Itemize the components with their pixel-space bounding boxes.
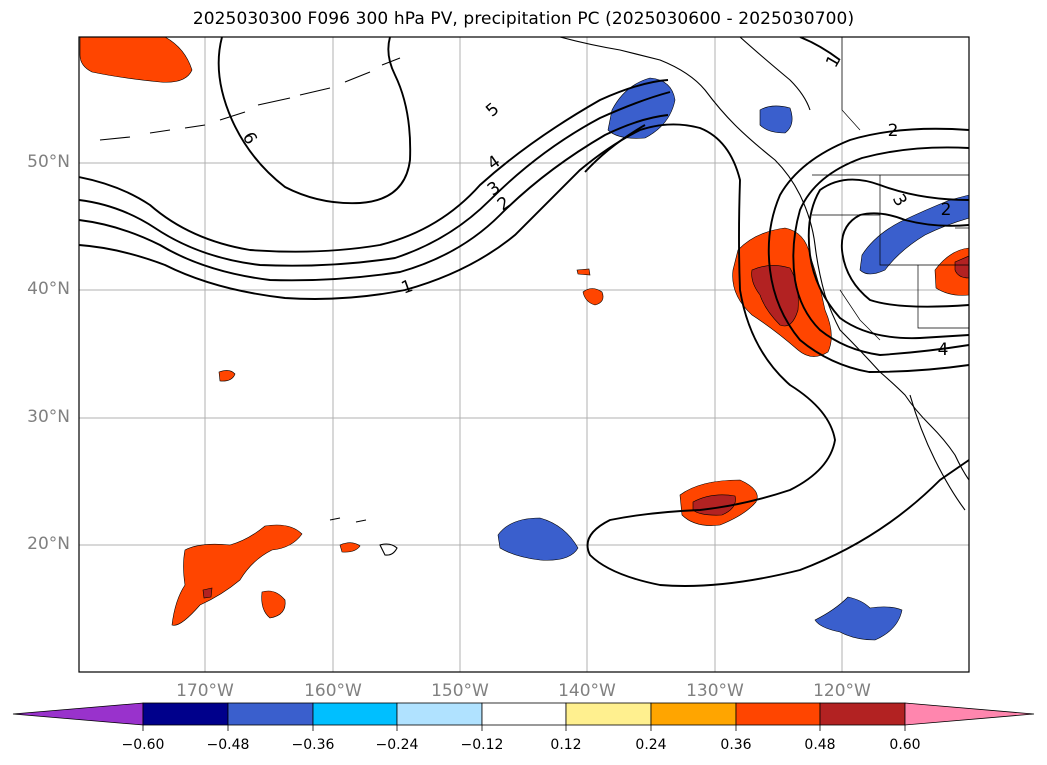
colorbar-tick-label: 0.60: [889, 737, 921, 753]
contour-wc-a: [767, 127, 969, 373]
colorbar-tick-label: −0.48: [206, 737, 250, 753]
contour-label: 3: [888, 191, 911, 210]
map-frame: [78, 36, 970, 673]
precip-negative-areas: [497, 77, 969, 641]
precip-blob-small-3: [218, 370, 236, 382]
contour-3: [79, 114, 669, 282]
precip-neg-subtropic: [497, 517, 579, 561]
precip-blob-small-2: [339, 542, 361, 553]
contour-label: 4: [938, 340, 949, 360]
precip-blob-small-5: [576, 268, 591, 276]
contour-label: 2: [941, 200, 952, 220]
colorbar-tick-label: −0.60: [121, 737, 165, 753]
lon-label: 140°W: [558, 681, 616, 701]
contour-label: 2: [888, 121, 899, 141]
contour-wc-e: [799, 37, 841, 61]
colorbar-tick-label: 0.24: [635, 737, 667, 753]
lat-label: 50°N: [27, 152, 70, 172]
lat-label: 40°N: [27, 279, 70, 299]
precip-neg-idaho: [859, 194, 969, 275]
precip-neg-mexico: [814, 596, 903, 641]
colorbar-seg: [396, 702, 483, 726]
colorbar-seg: [650, 702, 737, 726]
precip-blob-small-1: [261, 590, 286, 619]
colorbar-seg: [227, 702, 314, 726]
colorbar-tick-label: −0.12: [460, 737, 504, 753]
colorbar-tick-label: 0.12: [550, 737, 582, 753]
colorbar-seg: [565, 702, 652, 726]
contour-4: [79, 91, 671, 267]
contour-label: 5: [482, 99, 503, 121]
colorbar-tick-label: 0.48: [804, 737, 836, 753]
lat-label: 30°N: [27, 407, 70, 427]
lon-label: 170°W: [176, 681, 234, 701]
colorbar-tick-label: −0.24: [375, 737, 419, 753]
contour-1-west: [584, 124, 646, 173]
lon-label: 120°W: [813, 681, 871, 701]
precip-core-hawaii-west: [202, 587, 213, 599]
map-title: 2025030300 F096 300 hPa PV, precipitatio…: [192, 9, 855, 29]
colorbar-seg: [735, 702, 821, 726]
colorbar-seg: [819, 702, 906, 726]
precip-neg-bc: [759, 105, 793, 134]
contour-6: [217, 37, 412, 205]
precip-blob-hawaii-west: [171, 524, 303, 626]
colorbar-tick-label: −0.36: [291, 737, 335, 753]
colorbar-seg: [142, 702, 229, 726]
lat-label: 20°N: [27, 534, 70, 554]
lon-label: 150°W: [431, 681, 489, 701]
pv-contours: [79, 37, 969, 587]
precip-positive-areas: [79, 37, 969, 626]
contour-2: [79, 123, 969, 587]
lon-label: 160°W: [304, 681, 362, 701]
coastlines: [99, 37, 969, 556]
precip-blob-nw: [79, 37, 193, 83]
colorbar-seg: [481, 702, 567, 726]
colorbar-seg: [312, 702, 398, 726]
contour-5: [79, 79, 669, 253]
colorbar-extend-high: [904, 702, 1035, 726]
contour-label: 6: [238, 129, 261, 148]
political-borders: [812, 37, 969, 341]
contour-wc-b: [792, 146, 969, 356]
lon-label: 130°W: [686, 681, 744, 701]
contour-labels: 6 5 4 3 2 1 1 2 3 2 4: [238, 52, 951, 360]
colorbar-tick-label: 0.36: [720, 737, 752, 753]
contour-wc-d: [840, 212, 969, 308]
precip-blob-small-4: [582, 288, 604, 306]
colorbar: [12, 702, 1035, 731]
colorbar-extend-low: [12, 702, 144, 726]
contour-wc-c: [807, 178, 969, 340]
